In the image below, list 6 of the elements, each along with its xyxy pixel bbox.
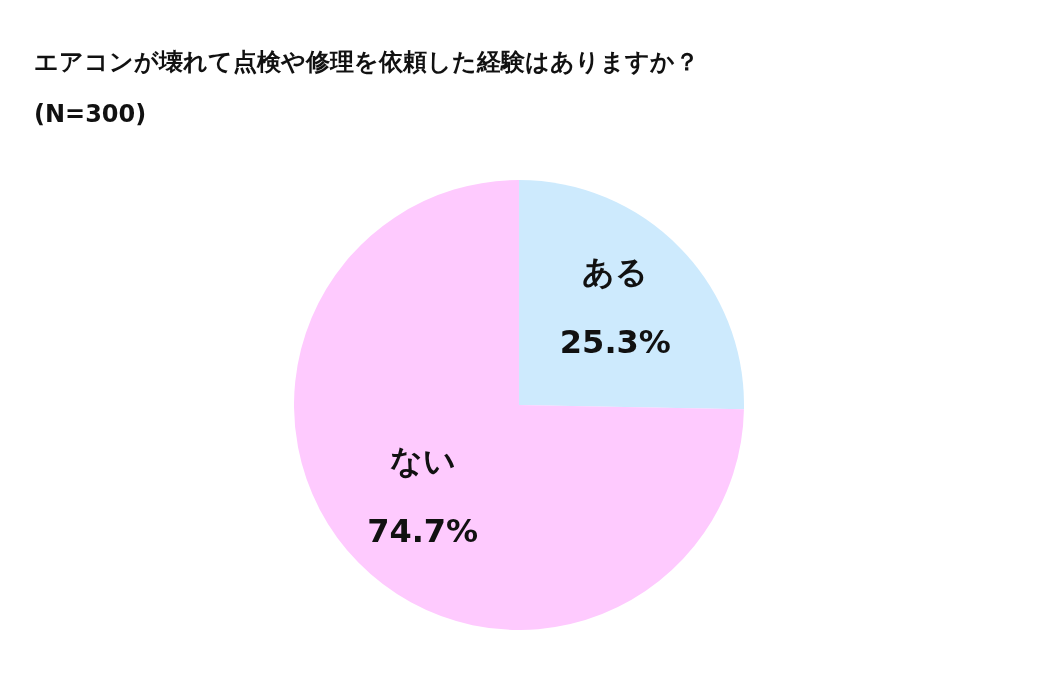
chart-title: エアコンが壊れて点検や修理を依頼した経験はありますか？ <box>34 47 699 78</box>
slice-label: ない <box>389 441 456 480</box>
slice-label: ある <box>582 252 649 291</box>
data-label: 25.3% <box>559 322 671 361</box>
text: (N=300) <box>34 100 147 128</box>
data-label: 74.7% <box>367 511 479 550</box>
